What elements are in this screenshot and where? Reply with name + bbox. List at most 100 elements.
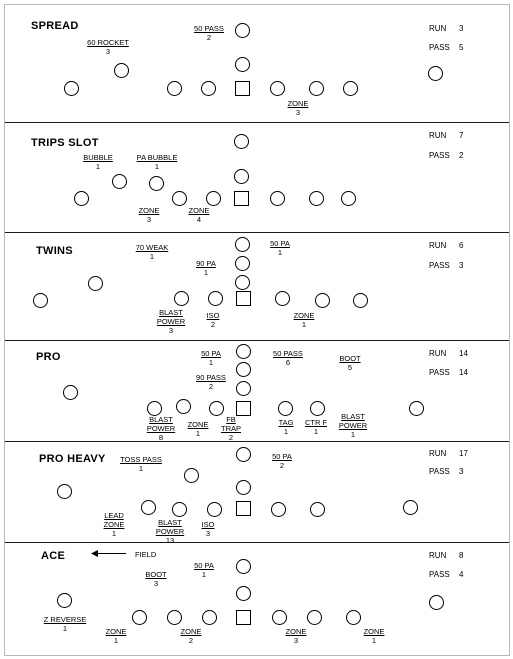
formation-title: TWINS: [36, 245, 73, 257]
player-circle: [112, 174, 127, 189]
run-label: RUN: [429, 551, 447, 560]
player-circle: [88, 276, 103, 291]
formation-title: SPREAD: [31, 20, 79, 32]
player-circle: [176, 399, 191, 414]
formation-title: PRO: [36, 351, 61, 363]
player-circle: [310, 401, 325, 416]
player-circle: [235, 275, 250, 290]
play-label: 90 PASS 2: [196, 373, 226, 391]
formation-ace: ACE RUN 8 PASS 4 FIELD BOOT 3 50 PA 1 Z RE…: [5, 542, 509, 655]
player-circle: [236, 480, 251, 495]
center-square: [235, 81, 250, 96]
formation-title: PRO HEAVY: [39, 453, 106, 465]
pass-label: PASS: [429, 43, 450, 52]
player-circle: [403, 500, 418, 515]
play-label: ZONE 2: [180, 627, 202, 645]
play-label: 50 PA 1: [194, 561, 214, 579]
run-label: RUN: [429, 131, 447, 140]
player-circle: [64, 81, 79, 96]
play-label: Z REVERSE 1: [43, 615, 87, 633]
formation-title: ACE: [41, 550, 66, 562]
player-circle: [63, 385, 78, 400]
run-count: 17: [459, 449, 468, 458]
formation-twins: TWINS RUN 6 PASS 3 70 WEAK 1 90 PA 1 50 PA…: [5, 232, 509, 341]
player-circle: [270, 191, 285, 206]
player-circle: [429, 595, 444, 610]
player-circle: [236, 381, 251, 396]
player-circle: [236, 362, 251, 377]
play-label: BUBBLE 1: [83, 153, 113, 171]
player-circle: [201, 81, 216, 96]
player-circle: [234, 134, 249, 149]
play-label: 70 WEAK 1: [135, 243, 169, 261]
player-circle: [147, 401, 162, 416]
play-label: 50 PASS 2: [194, 24, 224, 42]
formation-spread: SPREAD RUN 3 PASS 5 60 ROCKET 3 50 PASS 2 …: [5, 5, 509, 123]
field-direction-arrow-icon: [91, 550, 126, 557]
player-circle: [114, 63, 129, 78]
player-circle: [74, 191, 89, 206]
play-label: ZONE 1: [187, 420, 209, 438]
play-label: PA BUBBLE 1: [136, 153, 178, 171]
pass-count: 5: [459, 43, 464, 52]
pass-label: PASS: [429, 151, 450, 160]
player-circle: [343, 81, 358, 96]
run-count: 8: [459, 551, 464, 560]
pass-label: PASS: [429, 261, 450, 270]
player-circle: [33, 293, 48, 308]
play-label: ISO 2: [206, 311, 220, 329]
player-circle: [236, 344, 251, 359]
play-label: TOSS PASS 1: [120, 455, 162, 473]
player-circle: [353, 293, 368, 308]
player-circle: [309, 81, 324, 96]
play-label: ZONE 1: [293, 311, 315, 329]
play-label: ZONE 4: [188, 206, 210, 224]
play-label: 90 PA 1: [196, 259, 216, 277]
player-circle: [270, 81, 285, 96]
player-circle: [235, 256, 250, 271]
play-label: BOOT 5: [339, 354, 361, 372]
run-count: 3: [459, 24, 464, 33]
run-label: RUN: [429, 24, 447, 33]
player-circle: [275, 291, 290, 306]
play-label: TAG 1: [278, 418, 294, 436]
formation-sheet: SPREAD RUN 3 PASS 5 60 ROCKET 3 50 PASS 2 …: [4, 4, 510, 656]
play-label: BLAST POWER 13: [155, 518, 185, 545]
play-label: 50 PA 2: [272, 452, 292, 470]
player-circle: [315, 293, 330, 308]
player-circle: [409, 401, 424, 416]
pass-count: 3: [459, 467, 464, 476]
play-label: ZONE 3: [285, 627, 307, 645]
player-circle: [57, 484, 72, 499]
run-label: RUN: [429, 449, 447, 458]
player-circle: [206, 191, 221, 206]
play-label: ISO 3: [201, 520, 215, 538]
play-label: BLAST POWER 3: [156, 308, 186, 335]
play-label: BLAST POWER 8: [146, 415, 176, 442]
play-label: 50 PA 1: [270, 239, 290, 257]
run-label: RUN: [429, 241, 447, 250]
play-label: ZONE 3: [138, 206, 160, 224]
play-label: 50 PA 1: [201, 349, 221, 367]
run-label: RUN: [429, 349, 447, 358]
play-label: LEAD ZONE 1: [103, 511, 125, 538]
field-label: FIELD: [135, 550, 157, 559]
pass-count: 3: [459, 261, 464, 270]
center-square: [236, 610, 251, 625]
player-circle: [132, 610, 147, 625]
play-label: FB TRAP 2: [220, 415, 241, 442]
run-count: 14: [459, 349, 468, 358]
player-circle: [235, 237, 250, 252]
center-square: [234, 191, 249, 206]
player-circle: [57, 593, 72, 608]
formation-trips-slot: TRIPS SLOT RUN 7 PASS 2 BUBBLE 1 PA BUBBL…: [5, 122, 509, 233]
pass-label: PASS: [429, 467, 450, 476]
pass-count: 14: [459, 368, 468, 377]
player-circle: [172, 191, 187, 206]
run-count: 7: [459, 131, 464, 140]
player-circle: [207, 502, 222, 517]
player-circle: [209, 401, 224, 416]
player-circle: [202, 610, 217, 625]
formation-pro: PRO RUN 14 PASS 14 50 PA 1 90 PASS 2 50 PA…: [5, 340, 509, 442]
